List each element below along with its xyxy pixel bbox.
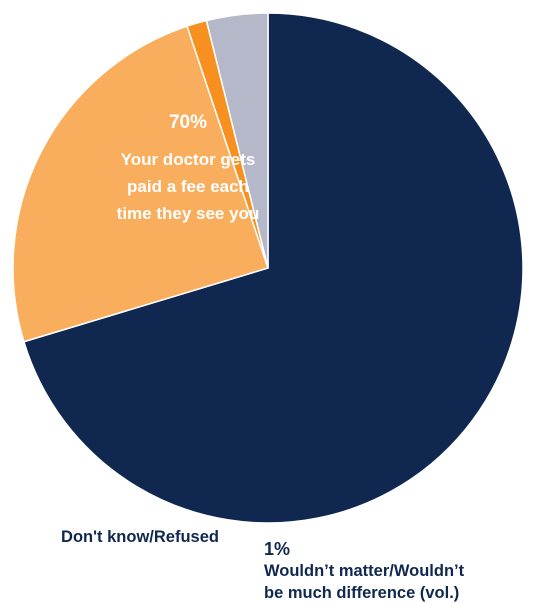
slice-category-label-wouldnt-matter: be much difference (vol.) (264, 584, 459, 602)
slice-value-label-yearly-amount: 25% (374, 290, 412, 311)
slice-category-label-wouldnt-matter: Wouldn’t matter/Wouldn’t (264, 562, 465, 580)
pie-labels: 70% Your doctor gets paid a fee each time t… (61, 112, 465, 602)
pie-slice-dont-know-refused (205, 12, 269, 269)
pie-slices (12, 12, 524, 524)
slice-category-label-yearly-amount: gets paid a (349, 352, 438, 371)
slice-category-label-fee-each-visit: Your doctor gets (121, 150, 256, 169)
slice-category-label-yearly-amount: Your doctor (345, 326, 440, 345)
pie-slice-fee-each-visit (22, 12, 524, 524)
slice-value-label-dont-know-refused: 3% (238, 487, 264, 507)
slice-category-label-yearly-amount: for your care (341, 404, 445, 423)
slice-value-label-fee-each-visit: 70% (169, 112, 207, 133)
slice-category-label-fee-each-visit: paid a fee each (127, 177, 249, 196)
pie-slice-yearly-amount (12, 25, 269, 343)
slice-category-label-yearly-amount: yearly amount (335, 378, 451, 397)
slice-category-label-fee-each-visit: time they see you (117, 204, 260, 223)
slice-value-label-wouldnt-matter: 1% (264, 539, 290, 559)
slice-category-label-dont-know-refused: Don't know/Refused (61, 528, 219, 546)
